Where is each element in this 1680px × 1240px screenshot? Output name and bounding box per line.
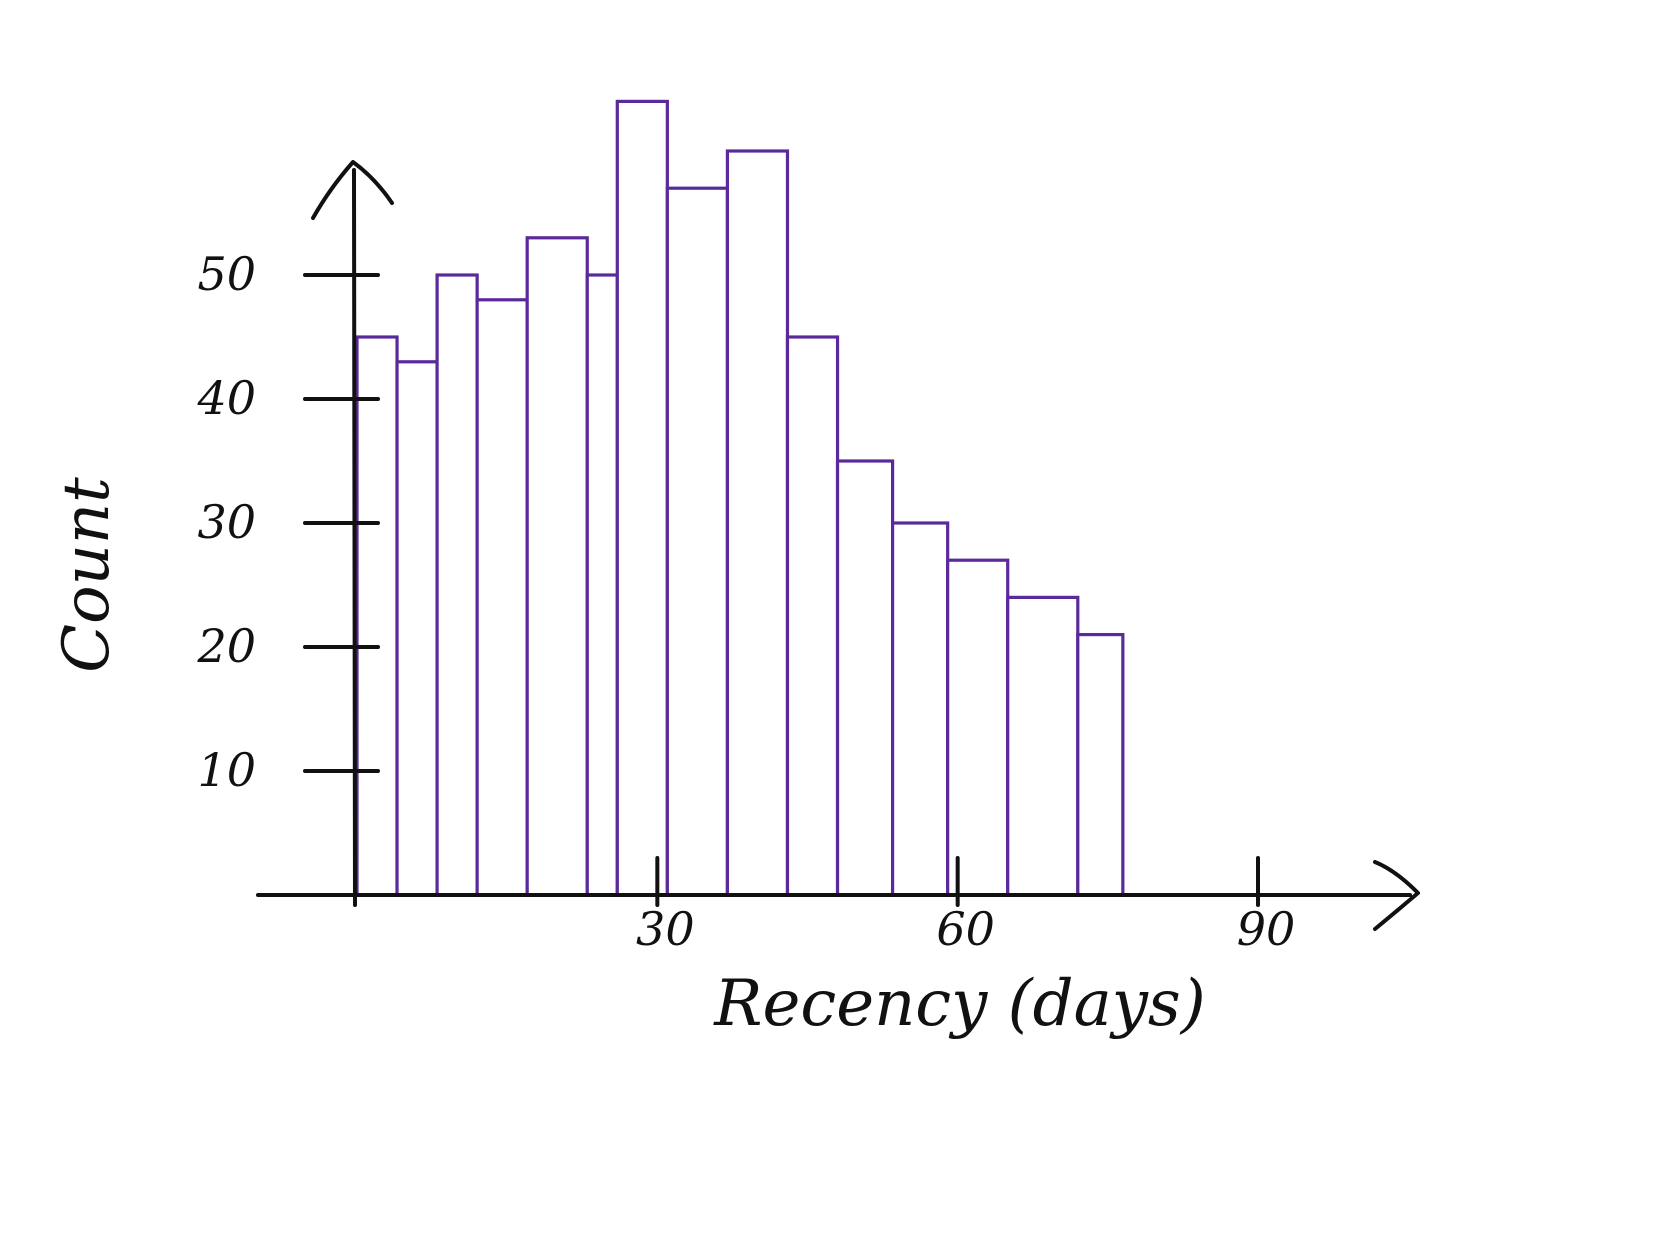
histogram-bar [725,149,790,897]
y-tick-label: 40 [196,371,256,425]
histogram-bar [1006,595,1080,897]
x-tick-label: 60 [936,902,995,956]
histogram-bar [435,273,479,897]
histogram-bar [585,273,619,897]
y-tick-label: 30 [197,495,256,549]
histogram-bar [890,521,950,897]
y-axis-line [352,168,357,907]
histogram-bar [355,335,399,897]
x-tick-label: 30 [636,902,695,956]
y-ticks-layer: 10 20 30 40 50 [196,247,380,797]
y-tick-label: 20 [196,619,256,673]
histogram-bar [785,335,840,897]
y-tick-label: 10 [197,743,256,797]
histogram-bar [525,236,589,897]
x-axis-title: Recency (days) [713,967,1205,1041]
y-axis-arrowhead [311,160,394,220]
y-axis-title: Count [50,477,124,673]
histogram-bar [615,99,669,897]
histogram-bar [946,558,1010,897]
axes-layer [256,160,1420,931]
x-tick-label: 90 [1237,902,1296,956]
y-tick-label: 50 [197,247,256,301]
x-ticks-layer: 30 60 90 [636,856,1296,956]
x-axis-arrowhead [1373,860,1420,931]
histogram-bar [395,360,439,897]
histogram-bar [1076,632,1125,897]
histogram-bar [835,459,895,897]
histogram-bar [665,186,730,897]
histogram-bar [475,298,529,897]
bars-layer [355,99,1125,897]
